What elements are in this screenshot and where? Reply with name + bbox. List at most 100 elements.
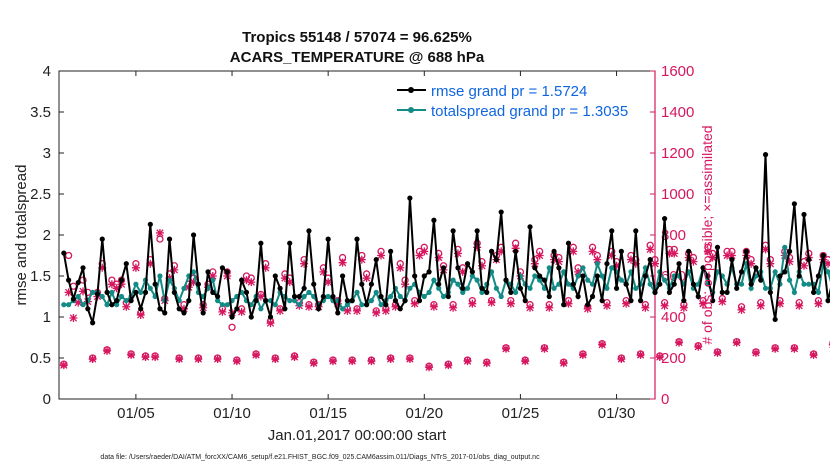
assimilated-obs-point [637,351,645,359]
rmse-point [186,298,191,303]
x-axis-label: Jan.01,2017 00:00:00 start [268,427,447,444]
rmse-point [575,294,580,299]
totalspread-point [513,290,518,295]
assimilated-obs-point [757,302,765,310]
assimilated-obs-point [233,357,241,365]
totalspread-point [109,290,114,295]
y-tick-label: 3.5 [30,104,51,121]
totalspread-point [465,286,470,291]
assimilated-obs-point [353,307,361,315]
totalspread-point [148,286,153,291]
rmse-point [422,273,427,278]
y-axis-right-label: # of obs: o=possible; ×=assimilated [699,125,715,344]
rmse-point [225,269,230,274]
y-tick-label: 0.5 [30,350,51,367]
y-right-tick-label: 1400 [661,104,694,121]
rmse-point [321,294,326,299]
rmse-point [542,278,547,283]
assimilated-obs-point [89,355,97,363]
totalspread-point [739,282,744,287]
totalspread-point [124,298,129,303]
rmse-point [532,265,537,270]
rmse-point [177,306,182,311]
rmse-point [715,245,720,250]
totalspread-point [220,302,225,307]
totalspread-point [600,273,605,278]
totalspread-point [787,278,792,283]
assimilated-obs-point [675,339,683,347]
rmse-point [816,273,821,278]
rmse-point [369,282,374,287]
assimilated-obs-point [656,353,664,361]
rmse-point [71,296,76,301]
assimilated-obs-point [151,353,159,361]
y-tick-label: 0 [43,391,51,408]
totalspread-point [575,273,580,278]
y-right-tick-label: 1200 [661,145,694,162]
rmse-point [638,298,643,303]
rmse-point [277,286,282,291]
assimilated-obs-point [670,249,678,257]
rmse-point [580,273,585,278]
totalspread-point [302,294,307,299]
rmse-point [292,294,297,299]
x-tick-label: 01/30 [598,405,636,422]
assimilated-obs-point [526,304,534,312]
rmse-point [484,290,489,295]
rmse-point [460,286,465,291]
totalspread-point [527,286,532,291]
rmse-point [244,290,249,295]
rmse-point [446,294,451,299]
rmse-point [306,228,311,233]
assimilated-obs-point [790,345,798,353]
assimilated-obs-point [810,351,818,359]
assimilated-obs-point [449,304,457,312]
rmse-point [268,314,273,319]
y-right-tick-label: 0 [661,391,669,408]
rmse-point [220,265,225,270]
rmse-point [167,237,172,242]
rmse-point [239,278,244,283]
totalspread-point [138,290,143,295]
rmse-point [402,298,407,303]
rmse-point [753,265,758,270]
y-right-tick-label: 200 [661,350,686,367]
assimilated-obs-point [646,245,654,253]
assimilated-obs-point [430,303,438,311]
assimilated-obs-point [406,355,414,363]
rmse-point [138,306,143,311]
rmse-point [66,278,71,283]
rmse-point [109,302,114,307]
assimilated-obs-point [396,264,404,272]
assimilated-obs-point [127,351,135,359]
totalspread-point [792,290,797,295]
rmse-point [393,298,398,303]
rmse-point [672,282,677,287]
assimilated-obs-point [387,355,395,363]
totalspread-point [398,294,403,299]
rmse-point [157,306,162,311]
rmse-point [470,269,475,274]
rmse-point [724,290,729,295]
totalspread-point [499,294,504,299]
x-tick-label: 01/15 [309,405,347,422]
rmse-point [749,282,754,287]
assimilated-obs-point [252,351,260,359]
rmse-point [61,250,66,255]
rmse-point [571,282,576,287]
rmse-point [229,314,234,319]
rmse-point [196,282,201,287]
assimilated-obs-point [367,357,375,365]
totalspread-point [441,294,446,299]
totalspread-point [225,302,230,307]
totalspread-point [551,286,556,291]
rmse-point [383,302,388,307]
chart-subtitle: ACARS_TEMPERATURE @ 688 hPa [230,49,485,66]
rmse-point [527,224,532,229]
rmse-point [412,273,417,278]
assimilated-obs-point [661,302,669,310]
assimilated-obs-point [536,252,544,260]
totalspread-point [633,286,638,291]
legend-rmse-marker [408,87,414,93]
